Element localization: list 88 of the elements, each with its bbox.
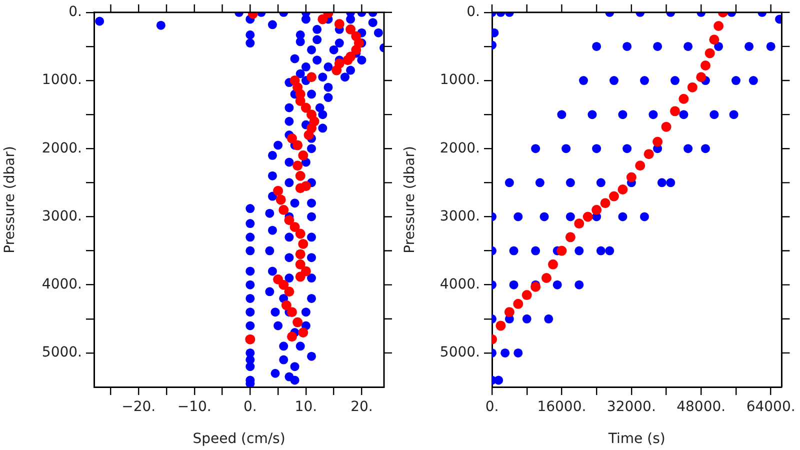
point <box>278 280 289 290</box>
point <box>286 133 297 144</box>
point <box>284 215 294 226</box>
point <box>504 307 514 318</box>
point <box>709 34 720 45</box>
point <box>304 130 314 140</box>
point <box>292 160 303 171</box>
y-tick-label: 3000. <box>42 208 82 224</box>
point <box>704 48 715 58</box>
y-tick-label: 4000. <box>42 276 82 292</box>
y-tick-label: 2000. <box>440 140 480 156</box>
point <box>298 328 308 338</box>
y-tick-label: 3000. <box>440 208 480 224</box>
point <box>295 272 306 282</box>
point <box>635 160 646 171</box>
point <box>300 102 311 113</box>
point <box>618 184 628 194</box>
point <box>278 204 289 215</box>
point <box>295 183 306 194</box>
point <box>530 282 541 292</box>
x-tick-label: 20. <box>350 399 373 416</box>
point <box>652 136 663 147</box>
point <box>292 317 303 328</box>
point <box>306 72 316 82</box>
x-tick-label: 32000. <box>606 399 656 416</box>
point <box>700 60 710 71</box>
point <box>522 290 532 300</box>
point <box>334 18 344 29</box>
x-tick-label: 16000. <box>537 399 586 416</box>
point <box>661 122 672 132</box>
point <box>298 238 308 249</box>
x-tick-label: −10. <box>177 399 212 416</box>
point <box>687 82 698 92</box>
x-tick-label: −20. <box>122 399 156 416</box>
point <box>678 94 689 104</box>
y-axis-title: Pressure (dbar) <box>402 146 418 254</box>
point <box>670 106 680 116</box>
point <box>292 140 303 150</box>
point <box>245 334 256 344</box>
point <box>290 222 300 232</box>
point <box>600 198 610 208</box>
point <box>592 204 602 215</box>
point <box>574 218 584 229</box>
point <box>565 232 576 242</box>
x-tick-label: 64000. <box>746 399 796 416</box>
point <box>541 273 552 284</box>
point <box>626 172 636 182</box>
point <box>714 21 724 32</box>
x-axis-title: Time (s) <box>607 431 666 448</box>
y-tick-label: 5000. <box>42 344 82 361</box>
point <box>332 65 342 76</box>
y-tick-label: 4000. <box>440 276 480 292</box>
y-tick-label: 1000. <box>42 72 82 88</box>
point <box>295 170 306 181</box>
point <box>548 259 558 270</box>
point <box>556 246 567 256</box>
point <box>284 286 294 297</box>
y-tick-label: 2000. <box>42 140 82 156</box>
point <box>276 194 286 205</box>
point <box>286 307 297 318</box>
x-axis-title: Speed (cm/s) <box>192 431 286 448</box>
y-axis-title: Pressure (dbar) <box>2 146 18 254</box>
point <box>608 191 619 202</box>
point <box>342 55 353 66</box>
y-tick-label: 5000. <box>440 344 480 361</box>
point <box>346 24 356 34</box>
point <box>281 300 292 310</box>
y-tick-label: 0. <box>68 4 82 20</box>
point <box>582 212 593 222</box>
x-tick-label: 0. <box>243 399 257 416</box>
x-tick-label: 10. <box>294 399 318 416</box>
point <box>295 259 306 270</box>
y-tick-label: 0. <box>466 4 480 20</box>
point <box>351 44 362 55</box>
point <box>295 249 306 260</box>
x-tick-label: 0. <box>485 399 499 416</box>
x-tick-label: 48000. <box>676 399 726 416</box>
point <box>696 72 706 82</box>
point <box>295 228 306 239</box>
point <box>644 149 654 160</box>
y-tick-label: 1000. <box>440 72 480 88</box>
point <box>286 332 297 342</box>
point <box>273 186 284 196</box>
point <box>513 298 524 309</box>
point <box>318 14 328 24</box>
point <box>295 96 306 106</box>
point <box>496 320 506 331</box>
point <box>298 150 308 160</box>
